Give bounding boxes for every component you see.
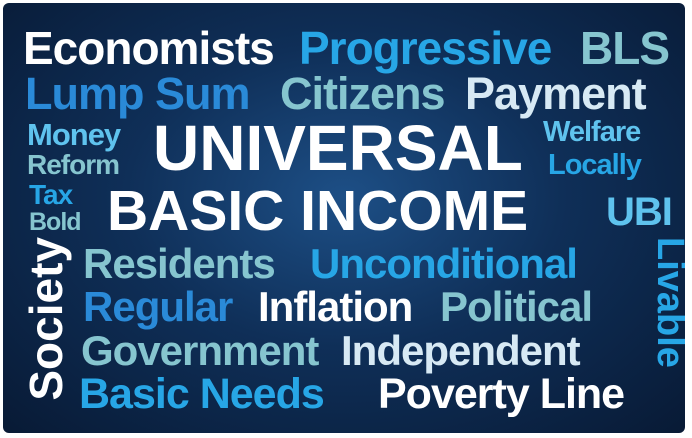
word-basic-needs: Basic Needs xyxy=(79,370,325,418)
word-bls: BLS xyxy=(580,22,670,74)
word-cloud-image: Economists Progressive BLS Lump Sum Citi… xyxy=(3,3,685,433)
word-independent: Independent xyxy=(341,327,581,374)
word-basic-income: BASIC INCOME xyxy=(107,179,529,243)
word-lump-sum: Lump Sum xyxy=(25,68,250,119)
word-reform: Reform xyxy=(27,149,120,180)
word-locally: Locally xyxy=(548,149,642,181)
word-welfare: Welfare xyxy=(543,116,641,148)
word-poverty-line: Poverty Line xyxy=(378,370,625,418)
word-tax: Tax xyxy=(29,179,73,210)
word-ubi: UBI xyxy=(606,190,673,234)
word-money: Money xyxy=(27,117,121,152)
word-progressive: Progressive xyxy=(299,22,552,74)
word-universal: UNIVERSAL xyxy=(153,112,523,184)
word-unconditional: Unconditional xyxy=(310,240,578,287)
word-residents: Residents xyxy=(83,240,276,287)
word-livable: Livable xyxy=(649,237,685,368)
word-economists: Economists xyxy=(23,22,275,74)
word-regular: Regular xyxy=(83,283,233,330)
word-inflation: Inflation xyxy=(258,283,413,330)
word-society: Society xyxy=(20,237,72,401)
word-government: Government xyxy=(81,327,319,374)
word-citizens: Citizens xyxy=(280,68,446,119)
word-bold: Bold xyxy=(29,208,82,236)
word-political: Political xyxy=(440,283,593,330)
word-payment: Payment xyxy=(465,68,647,119)
